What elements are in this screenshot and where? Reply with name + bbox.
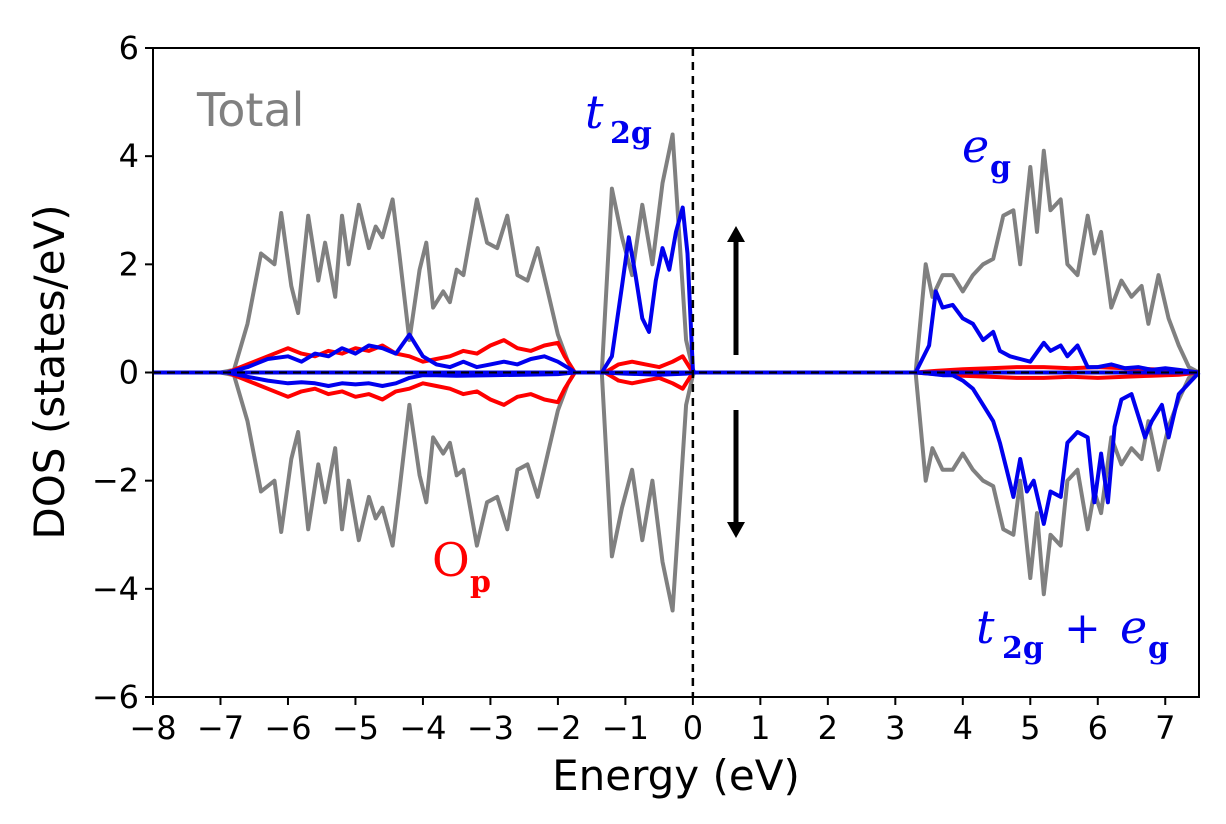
plot-area (152, 47, 1201, 698)
annotation-eg-sub: g (990, 150, 1011, 185)
x-tick-label: −4 (399, 709, 446, 747)
annotation-combo-plus: + (1064, 603, 1101, 654)
annotation-combo-e: e (1120, 600, 1147, 654)
y-tick-label: 4 (119, 137, 139, 175)
x-tick-label: 7 (1155, 709, 1175, 747)
x-tick-label: 5 (1020, 709, 1040, 747)
annotation-t2g-main: t (585, 85, 604, 139)
ticks-layer: −8 −7 −6 −5 −4 −3 −2 −1 0 1 2 3 4 5 6 7 −6 −4 −2 0 2 4 6 (92, 29, 1176, 747)
y-tick-label: −6 (92, 678, 139, 716)
annotation-eg-main: e (962, 119, 989, 173)
x-tick-label: −7 (197, 709, 244, 747)
x-tick-label: −8 (129, 709, 176, 747)
annotation-t2g-sub: 2g (610, 116, 652, 151)
series-t2g-spin-up (153, 205, 1199, 375)
annotation-combo-e-sub: g (1148, 631, 1169, 666)
y-tick-label: −4 (92, 570, 139, 608)
spin-up-arrow (727, 226, 745, 355)
annotation-op: O p (432, 533, 491, 600)
y-tick-label: −2 (92, 462, 139, 500)
annotation-total: Total (196, 83, 304, 137)
annotation-eg: e g (962, 119, 1011, 185)
series-op-spin-down (153, 370, 1200, 407)
y-tick-label: 2 (119, 245, 139, 283)
x-tick-label: −1 (602, 709, 649, 747)
annotation-t2g-plus-eg: t 2g + e g (976, 600, 1169, 666)
x-tick-label: −5 (332, 709, 379, 747)
annotation-op-main: O (432, 533, 470, 587)
series-t2g-spin-up-lower-valence (153, 332, 1199, 375)
series-t2g-eg-spin-down (153, 370, 1201, 526)
x-tick-label: 0 (683, 709, 703, 747)
series-total-spin-down (153, 370, 1200, 613)
series-total-spin-up (153, 132, 1200, 375)
x-tick-label: 1 (750, 709, 770, 747)
annotation-t2g: t 2g (585, 85, 652, 151)
x-tick-label: −2 (534, 709, 581, 747)
x-tick-label: −3 (467, 709, 514, 747)
x-tick-label: −6 (264, 709, 311, 747)
spin-down-arrow (727, 410, 745, 538)
series-t2g-spin-down-lower-valence (153, 370, 1199, 388)
y-tick-label: 0 (119, 354, 139, 392)
annotation-op-sub: p (470, 565, 491, 600)
annotation-combo-t: t (976, 600, 995, 654)
x-tick-label: 6 (1088, 709, 1108, 747)
x-tick-label: 2 (818, 709, 838, 747)
y-axis-label: DOS (states/eV) (25, 204, 74, 539)
x-tick-label: 4 (953, 709, 973, 747)
y-tick-label: 6 (119, 29, 139, 67)
x-tick-label: 3 (885, 709, 905, 747)
series-eg-spin-up (153, 289, 1200, 375)
x-axis-label: Energy (eV) (552, 751, 800, 800)
annotation-combo-t-sub: 2g (1002, 631, 1044, 666)
